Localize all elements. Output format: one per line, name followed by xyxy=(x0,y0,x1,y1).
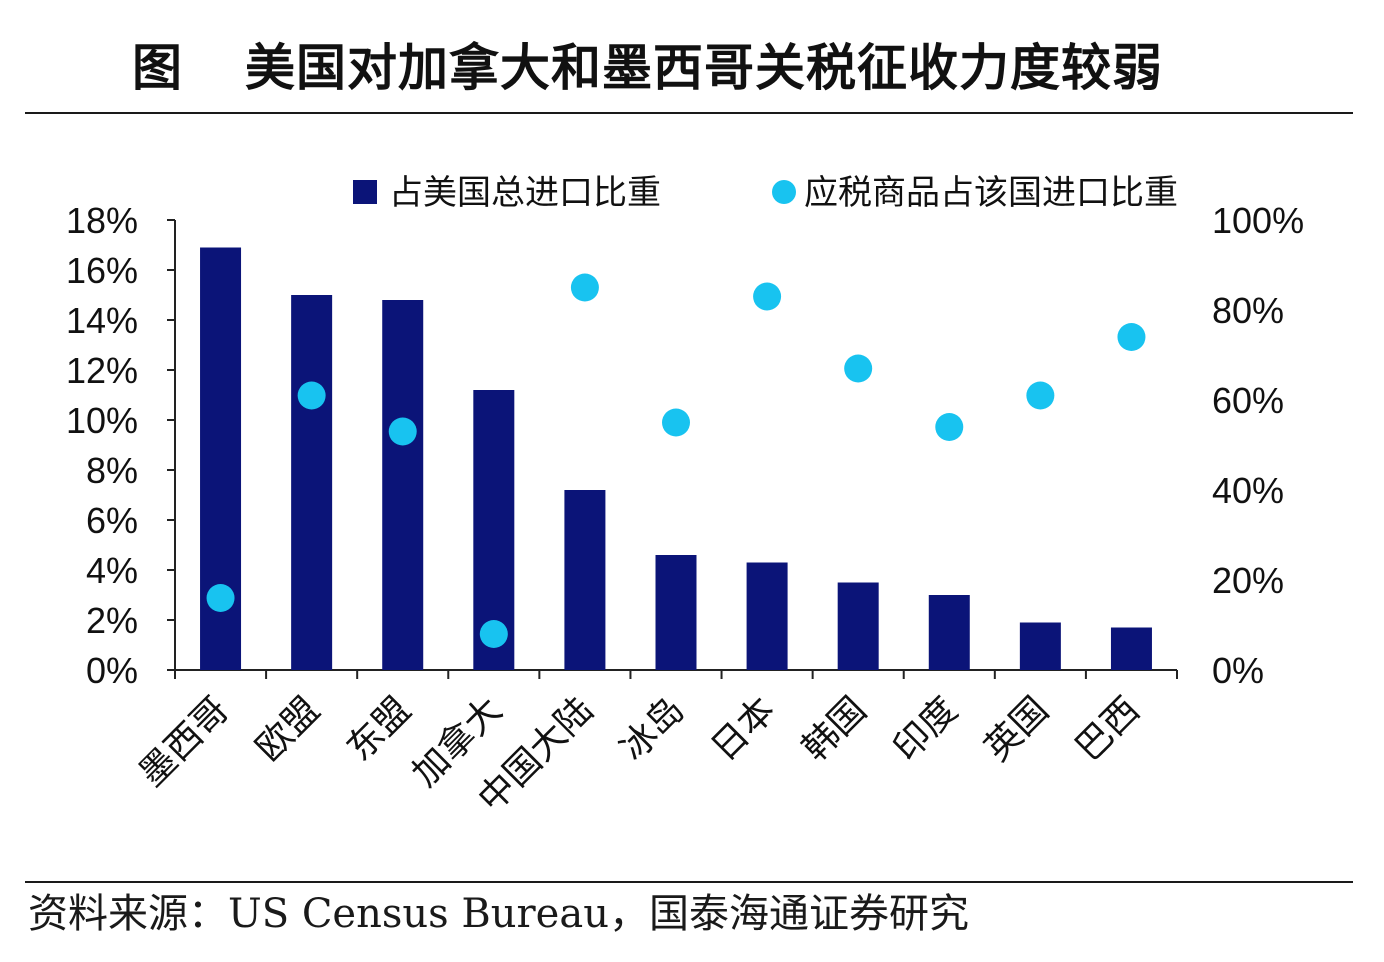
source-divider xyxy=(25,881,1353,883)
dot-5 xyxy=(570,273,599,302)
bar-11 xyxy=(1110,627,1152,670)
dot-3 xyxy=(388,417,417,446)
category-label-8: 韩国 xyxy=(795,689,875,769)
bar-6 xyxy=(655,555,697,670)
source-note: 资料来源：US Census Bureau，国泰海通证券研究 xyxy=(28,891,969,937)
bar-2 xyxy=(291,295,333,670)
dot-1 xyxy=(206,584,235,612)
y-left-tick-label: 0% xyxy=(86,650,138,691)
bar-10 xyxy=(1019,622,1061,670)
bar-9 xyxy=(928,595,970,670)
bar-8 xyxy=(837,582,879,670)
y-left-tick-label: 12% xyxy=(66,350,138,391)
chart-title: 美国对加拿大和墨西哥关税征收力度较弱 xyxy=(245,38,1163,97)
figure-title: 图 美国对加拿大和墨西哥关税征收力度较弱 xyxy=(0,30,1384,110)
legend-dot-label: 应税商品占该国进口比重 xyxy=(804,173,1178,213)
y-right-tick-label: 20% xyxy=(1212,560,1284,601)
category-label-7: 日本 xyxy=(704,689,784,769)
y-left-tick-label: 2% xyxy=(86,600,138,641)
y-left-tick-label: 10% xyxy=(66,400,138,441)
y-right-tick-label: 60% xyxy=(1212,380,1284,421)
y-left-tick-label: 14% xyxy=(66,300,138,341)
title-divider xyxy=(25,112,1353,114)
y-left-tick-label: 4% xyxy=(86,550,138,591)
chart-area: 0% 2% 4% 6% 8% 10% 12% 14% 16% 18% 0% 20% 40% 60% 80% 1… xyxy=(66,173,1304,820)
category-label-6: 冰岛 xyxy=(612,689,692,769)
dot-8 xyxy=(844,354,873,383)
category-label-1: 墨西哥 xyxy=(132,689,237,794)
y-right-tick-label: 0% xyxy=(1212,650,1264,691)
figure-label: 图 xyxy=(132,38,182,97)
y-left-tick-label: 18% xyxy=(66,200,138,241)
legend-dot-swatch xyxy=(772,180,796,204)
legend-bar-label: 占美国总进口比重 xyxy=(389,173,661,213)
y-left-tick-label: 16% xyxy=(66,250,138,291)
y-right-tick-label: 80% xyxy=(1212,290,1284,331)
dot-9 xyxy=(935,413,964,441)
category-label-9: 印度 xyxy=(886,689,966,769)
bar-7 xyxy=(746,562,788,670)
bar-3 xyxy=(382,300,424,670)
dot-4 xyxy=(479,620,508,648)
category-label-2: 欧盟 xyxy=(248,689,328,769)
dot-6 xyxy=(662,408,690,437)
y-right-tick-label: 100% xyxy=(1212,200,1304,241)
dot-11 xyxy=(1117,323,1146,351)
category-label-10: 英国 xyxy=(977,689,1057,769)
y-right-tick-label: 40% xyxy=(1212,470,1284,511)
category-label-3: 东盟 xyxy=(339,689,419,769)
y-left-tick-label: 6% xyxy=(86,500,138,541)
y-left-tick-label: 8% xyxy=(86,450,138,491)
dot-10 xyxy=(1026,381,1055,410)
bar-5 xyxy=(564,490,606,670)
legend-bar-swatch xyxy=(353,180,377,204)
category-label-11: 巴西 xyxy=(1068,689,1148,769)
dot-2 xyxy=(297,381,326,410)
dot-7 xyxy=(753,282,782,311)
